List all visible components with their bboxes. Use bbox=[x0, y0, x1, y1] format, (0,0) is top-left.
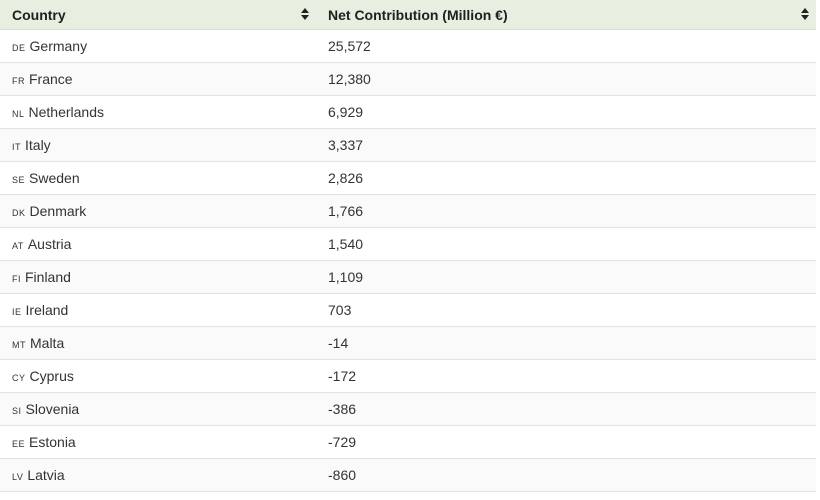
country-name: Netherlands bbox=[28, 104, 105, 120]
country-code: AT bbox=[12, 241, 24, 251]
country-name: Germany bbox=[29, 38, 88, 54]
country-cell: IT Italy bbox=[0, 128, 316, 162]
country-name: Italy bbox=[25, 137, 51, 153]
country-code: FI bbox=[12, 274, 21, 284]
table-row: FI Finland 1,109 bbox=[0, 260, 816, 294]
value-cell: -386 bbox=[316, 392, 816, 426]
country-name: France bbox=[29, 71, 73, 87]
country-name: Cyprus bbox=[29, 368, 74, 384]
table-row: DE Germany 25,572 bbox=[0, 29, 816, 63]
value-cell: 2,826 bbox=[316, 161, 816, 195]
country-cell: LV Latvia bbox=[0, 458, 316, 492]
country-name: Finland bbox=[25, 269, 71, 285]
table-row: EE Estonia -729 bbox=[0, 425, 816, 459]
country-code: SE bbox=[12, 175, 26, 185]
country-cell: CY Cyprus bbox=[0, 359, 316, 393]
country-code: IT bbox=[12, 142, 21, 152]
country-cell: DK Denmark bbox=[0, 194, 316, 228]
country-cell: NL Netherlands bbox=[0, 95, 316, 129]
table-row: IT Italy 3,337 bbox=[0, 128, 816, 162]
country-code: EE bbox=[12, 439, 26, 449]
table-row: SI Slovenia -386 bbox=[0, 392, 816, 426]
table-row: FR France 12,380 bbox=[0, 62, 816, 96]
table-row: CY Cyprus -172 bbox=[0, 359, 816, 393]
table-row: DK Denmark 1,766 bbox=[0, 194, 816, 228]
country-cell: FI Finland bbox=[0, 260, 316, 294]
country-cell: AT Austria bbox=[0, 227, 316, 261]
country-code: DK bbox=[12, 208, 26, 218]
country-code: FR bbox=[12, 76, 25, 86]
country-name: Denmark bbox=[29, 203, 87, 219]
country-code: MT bbox=[12, 340, 26, 350]
value-cell: -860 bbox=[316, 458, 816, 492]
column-header-label: Country bbox=[12, 6, 66, 23]
country-code: DE bbox=[12, 43, 26, 53]
header-row: Country Net Contribution (Million €) bbox=[0, 0, 816, 30]
value-cell: 3,337 bbox=[316, 128, 816, 162]
country-cell: SI Slovenia bbox=[0, 392, 316, 426]
value-cell: 1,540 bbox=[316, 227, 816, 261]
value-cell: -729 bbox=[316, 425, 816, 459]
country-cell: FR France bbox=[0, 62, 316, 96]
country-name: Slovenia bbox=[25, 401, 80, 417]
column-header-net-contribution[interactable]: Net Contribution (Million €) bbox=[316, 0, 816, 30]
country-code: SI bbox=[12, 406, 22, 416]
country-name: Sweden bbox=[29, 170, 80, 186]
value-cell: 25,572 bbox=[316, 29, 816, 63]
value-cell: 1,109 bbox=[316, 260, 816, 294]
table-row: AT Austria 1,540 bbox=[0, 227, 816, 261]
sort-icon[interactable] bbox=[801, 7, 809, 21]
value-cell: 6,929 bbox=[316, 95, 816, 129]
country-cell: MT Malta bbox=[0, 326, 316, 360]
country-cell: EE Estonia bbox=[0, 425, 316, 459]
country-code: LV bbox=[12, 472, 24, 482]
table-row: NL Netherlands 6,929 bbox=[0, 95, 816, 129]
value-cell: 1,766 bbox=[316, 194, 816, 228]
country-code: IE bbox=[12, 307, 22, 317]
country-cell: IE Ireland bbox=[0, 293, 316, 327]
value-cell: 12,380 bbox=[316, 62, 816, 96]
value-cell: 703 bbox=[316, 293, 816, 327]
country-code: NL bbox=[12, 109, 25, 119]
country-name: Latvia bbox=[27, 467, 65, 483]
country-cell: DE Germany bbox=[0, 29, 316, 63]
table-row: SE Sweden 2,826 bbox=[0, 161, 816, 195]
table-row: IE Ireland 703 bbox=[0, 293, 816, 327]
country-code: CY bbox=[12, 373, 26, 383]
country-name: Ireland bbox=[25, 302, 69, 318]
sort-icon[interactable] bbox=[301, 7, 309, 21]
value-cell: -14 bbox=[316, 326, 816, 360]
table-row: LV Latvia -860 bbox=[0, 458, 816, 492]
country-cell: SE Sweden bbox=[0, 161, 316, 195]
table-row: MT Malta -14 bbox=[0, 326, 816, 360]
value-cell: -172 bbox=[316, 359, 816, 393]
country-name: Malta bbox=[30, 335, 65, 351]
column-header-label: Net Contribution (Million €) bbox=[328, 6, 508, 23]
country-name: Austria bbox=[27, 236, 72, 252]
country-name: Estonia bbox=[29, 434, 76, 450]
column-header-country[interactable]: Country bbox=[0, 0, 316, 30]
contribution-table: Country Net Contribution (Million €) DE G… bbox=[0, 0, 816, 492]
